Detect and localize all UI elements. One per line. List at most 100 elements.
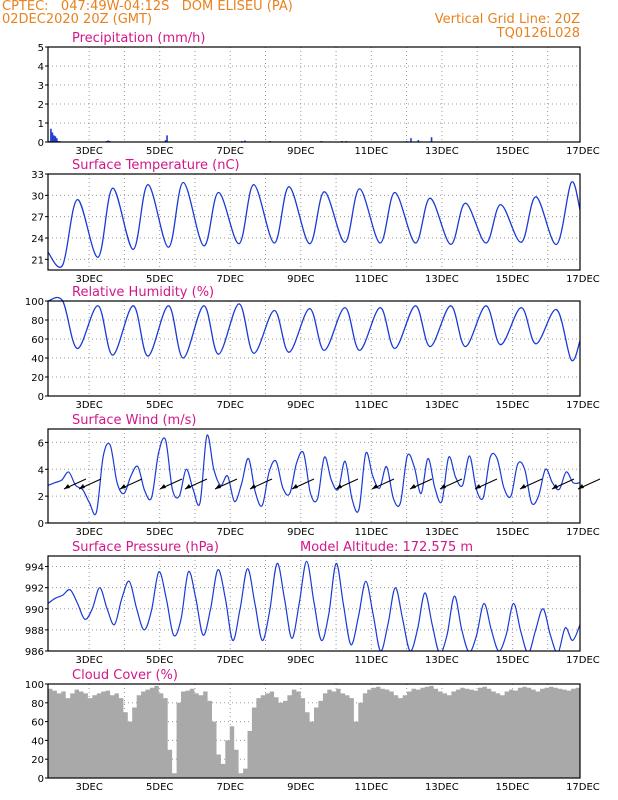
cloud-cover-xtick: 13DEC [425, 782, 459, 793]
temperature-line [47, 181, 581, 268]
temperature-title: Surface Temperature (nC) [72, 158, 240, 173]
temperature-xtick: 3DEC [75, 274, 102, 285]
humidity-ytick: 40 [31, 354, 44, 365]
wind-panel: 0 2 4 6 3DEC 5DEC 7DEC 9DEC 11DEC 13DEC 15DEC 17DEC… [38, 413, 601, 538]
cloud-cover-title: Cloud Cover (%) [72, 668, 178, 683]
cloud-cover-xtick: 5DEC [146, 782, 173, 793]
wind-xtick: 3DEC [75, 527, 102, 538]
model-id-header: TQ0126L028 [496, 26, 580, 41]
pressure-xtick: 17DEC [566, 655, 600, 666]
precip-bar [107, 140, 110, 142]
cloud-cover-xtick: 9DEC [287, 782, 314, 793]
wind-xtick: 5DEC [146, 527, 173, 538]
pressure-ytick: 988 [25, 626, 44, 637]
cloud-cover-ytick: 60 [31, 718, 44, 729]
humidity-title: Relative Humidity (%) [72, 285, 214, 300]
cloud-cover-xtick: 3DEC [75, 782, 102, 793]
precipitation-ytick: 3 [38, 81, 44, 92]
pressure-xtick: 15DEC [496, 655, 530, 666]
panel-border [47, 173, 581, 271]
precip-bar [54, 136, 57, 142]
precip-bar [244, 140, 246, 142]
station-header: CPTEC: 047:49W-04:12S DOM ELISEU (PA) [2, 0, 293, 14]
wind-title: Surface Wind (m/s) [72, 413, 196, 428]
precipitation-ytick: 2 [38, 100, 44, 111]
precipitation-xtick: 9DEC [287, 146, 314, 157]
precip-bar [166, 135, 168, 142]
temperature-ytick: 27 [31, 213, 44, 224]
humidity-panel: 0 20 40 60 80 100 3DEC 5DEC 7DEC 9DEC 11DEC 13DEC 15… [25, 285, 600, 411]
temperature-xtick: 17DEC [566, 274, 600, 285]
cloud-cover-panel: 0 20 40 60 80 100 3DEC 5DEC 7DEC 9DEC 11DEC 13DEC 15… [25, 668, 600, 793]
precip-bar [164, 140, 167, 142]
wind-arrow-head [372, 484, 378, 489]
temperature-xtick: 15DEC [496, 274, 530, 285]
wind-arrow-head [120, 484, 126, 489]
precipitation-xtick: 17DEC [566, 146, 600, 157]
humidity-xtick: 15DEC [496, 400, 530, 411]
humidity-ytick: 60 [31, 335, 44, 346]
wind-arrow-head [160, 484, 166, 489]
cloud-cover-ytick: 20 [31, 755, 44, 766]
precipitation-xtick: 13DEC [425, 146, 459, 157]
precip-bar [430, 137, 433, 142]
pressure-xtick: 3DEC [75, 655, 102, 666]
precip-bar [56, 138, 58, 142]
pressure-panel: 986 988 990 992 994 3DEC 5DEC 7DEC 9DEC 11DEC 13DE… [25, 540, 600, 666]
precipitation-ytick: 4 [38, 62, 44, 73]
wind-arrow-head [79, 484, 85, 489]
wind-xtick: 17DEC [566, 527, 600, 538]
wind-xtick: 7DEC [217, 527, 244, 538]
pressure-ytick: 986 [25, 647, 44, 658]
temperature-xtick: 7DEC [217, 274, 244, 285]
wind-ytick: 0 [38, 519, 44, 530]
wind-ytick: 6 [38, 438, 44, 449]
temperature-panel: 21 24 27 30 33 3DEC 5DEC 7DEC 9DEC 11DEC 13DEC 15DE… [31, 158, 600, 285]
humidity-ytick: 100 [25, 297, 44, 308]
panel-border [47, 683, 581, 779]
wind-arrow-head [215, 484, 221, 489]
cloud-cover-ytick: 0 [38, 774, 44, 785]
pressure-xtick: 5DEC [146, 655, 173, 666]
humidity-ytick: 80 [31, 316, 44, 327]
wind-xtick: 15DEC [496, 527, 530, 538]
pressure-ytick: 994 [25, 563, 44, 574]
pressure-subtitle: Model Altitude: 172.575 m [300, 540, 473, 555]
panel-border [47, 428, 581, 524]
wind-line [47, 434, 581, 516]
cloud-cover-xtick: 11DEC [354, 782, 388, 793]
wind-ytick: 2 [38, 492, 44, 503]
wind-arrow-head [410, 484, 416, 489]
wind-arrow-head [336, 484, 342, 489]
wind-xtick: 11DEC [354, 527, 388, 538]
humidity-xtick: 9DEC [287, 400, 314, 411]
wind-arrow-head [64, 484, 70, 489]
panel-border [47, 300, 581, 397]
panel-border [47, 555, 581, 652]
wind-arrow-head [552, 484, 558, 489]
run-date-header: 02DEC2020 20Z (GMT) [2, 12, 153, 27]
pressure-ytick: 992 [25, 584, 44, 595]
humidity-ytick: 0 [38, 392, 44, 403]
precip-bar [53, 135, 55, 142]
cloud-cover-area [48, 685, 580, 778]
precipitation-xtick: 5DEC [146, 146, 173, 157]
pressure-xtick: 9DEC [287, 655, 314, 666]
precipitation-xtick: 7DEC [217, 146, 244, 157]
humidity-xtick: 3DEC [75, 400, 102, 411]
panel-border [47, 46, 581, 143]
temperature-xtick: 11DEC [354, 274, 388, 285]
cloud-cover-ytick: 40 [31, 736, 44, 747]
precipitation-ytick: 5 [38, 43, 44, 54]
cloud-cover-ytick: 80 [31, 699, 44, 710]
pressure-xtick: 11DEC [354, 655, 388, 666]
wind-arrow-head [185, 484, 191, 489]
pressure-line [48, 560, 580, 651]
temperature-xtick: 13DEC [425, 274, 459, 285]
vertical-grid-note: Vertical Grid Line: 20Z [434, 12, 580, 27]
wind-arrow-head [440, 484, 446, 489]
humidity-xtick: 5DEC [146, 400, 173, 411]
precip-bar [410, 138, 412, 142]
pressure-xtick: 13DEC [425, 655, 459, 666]
